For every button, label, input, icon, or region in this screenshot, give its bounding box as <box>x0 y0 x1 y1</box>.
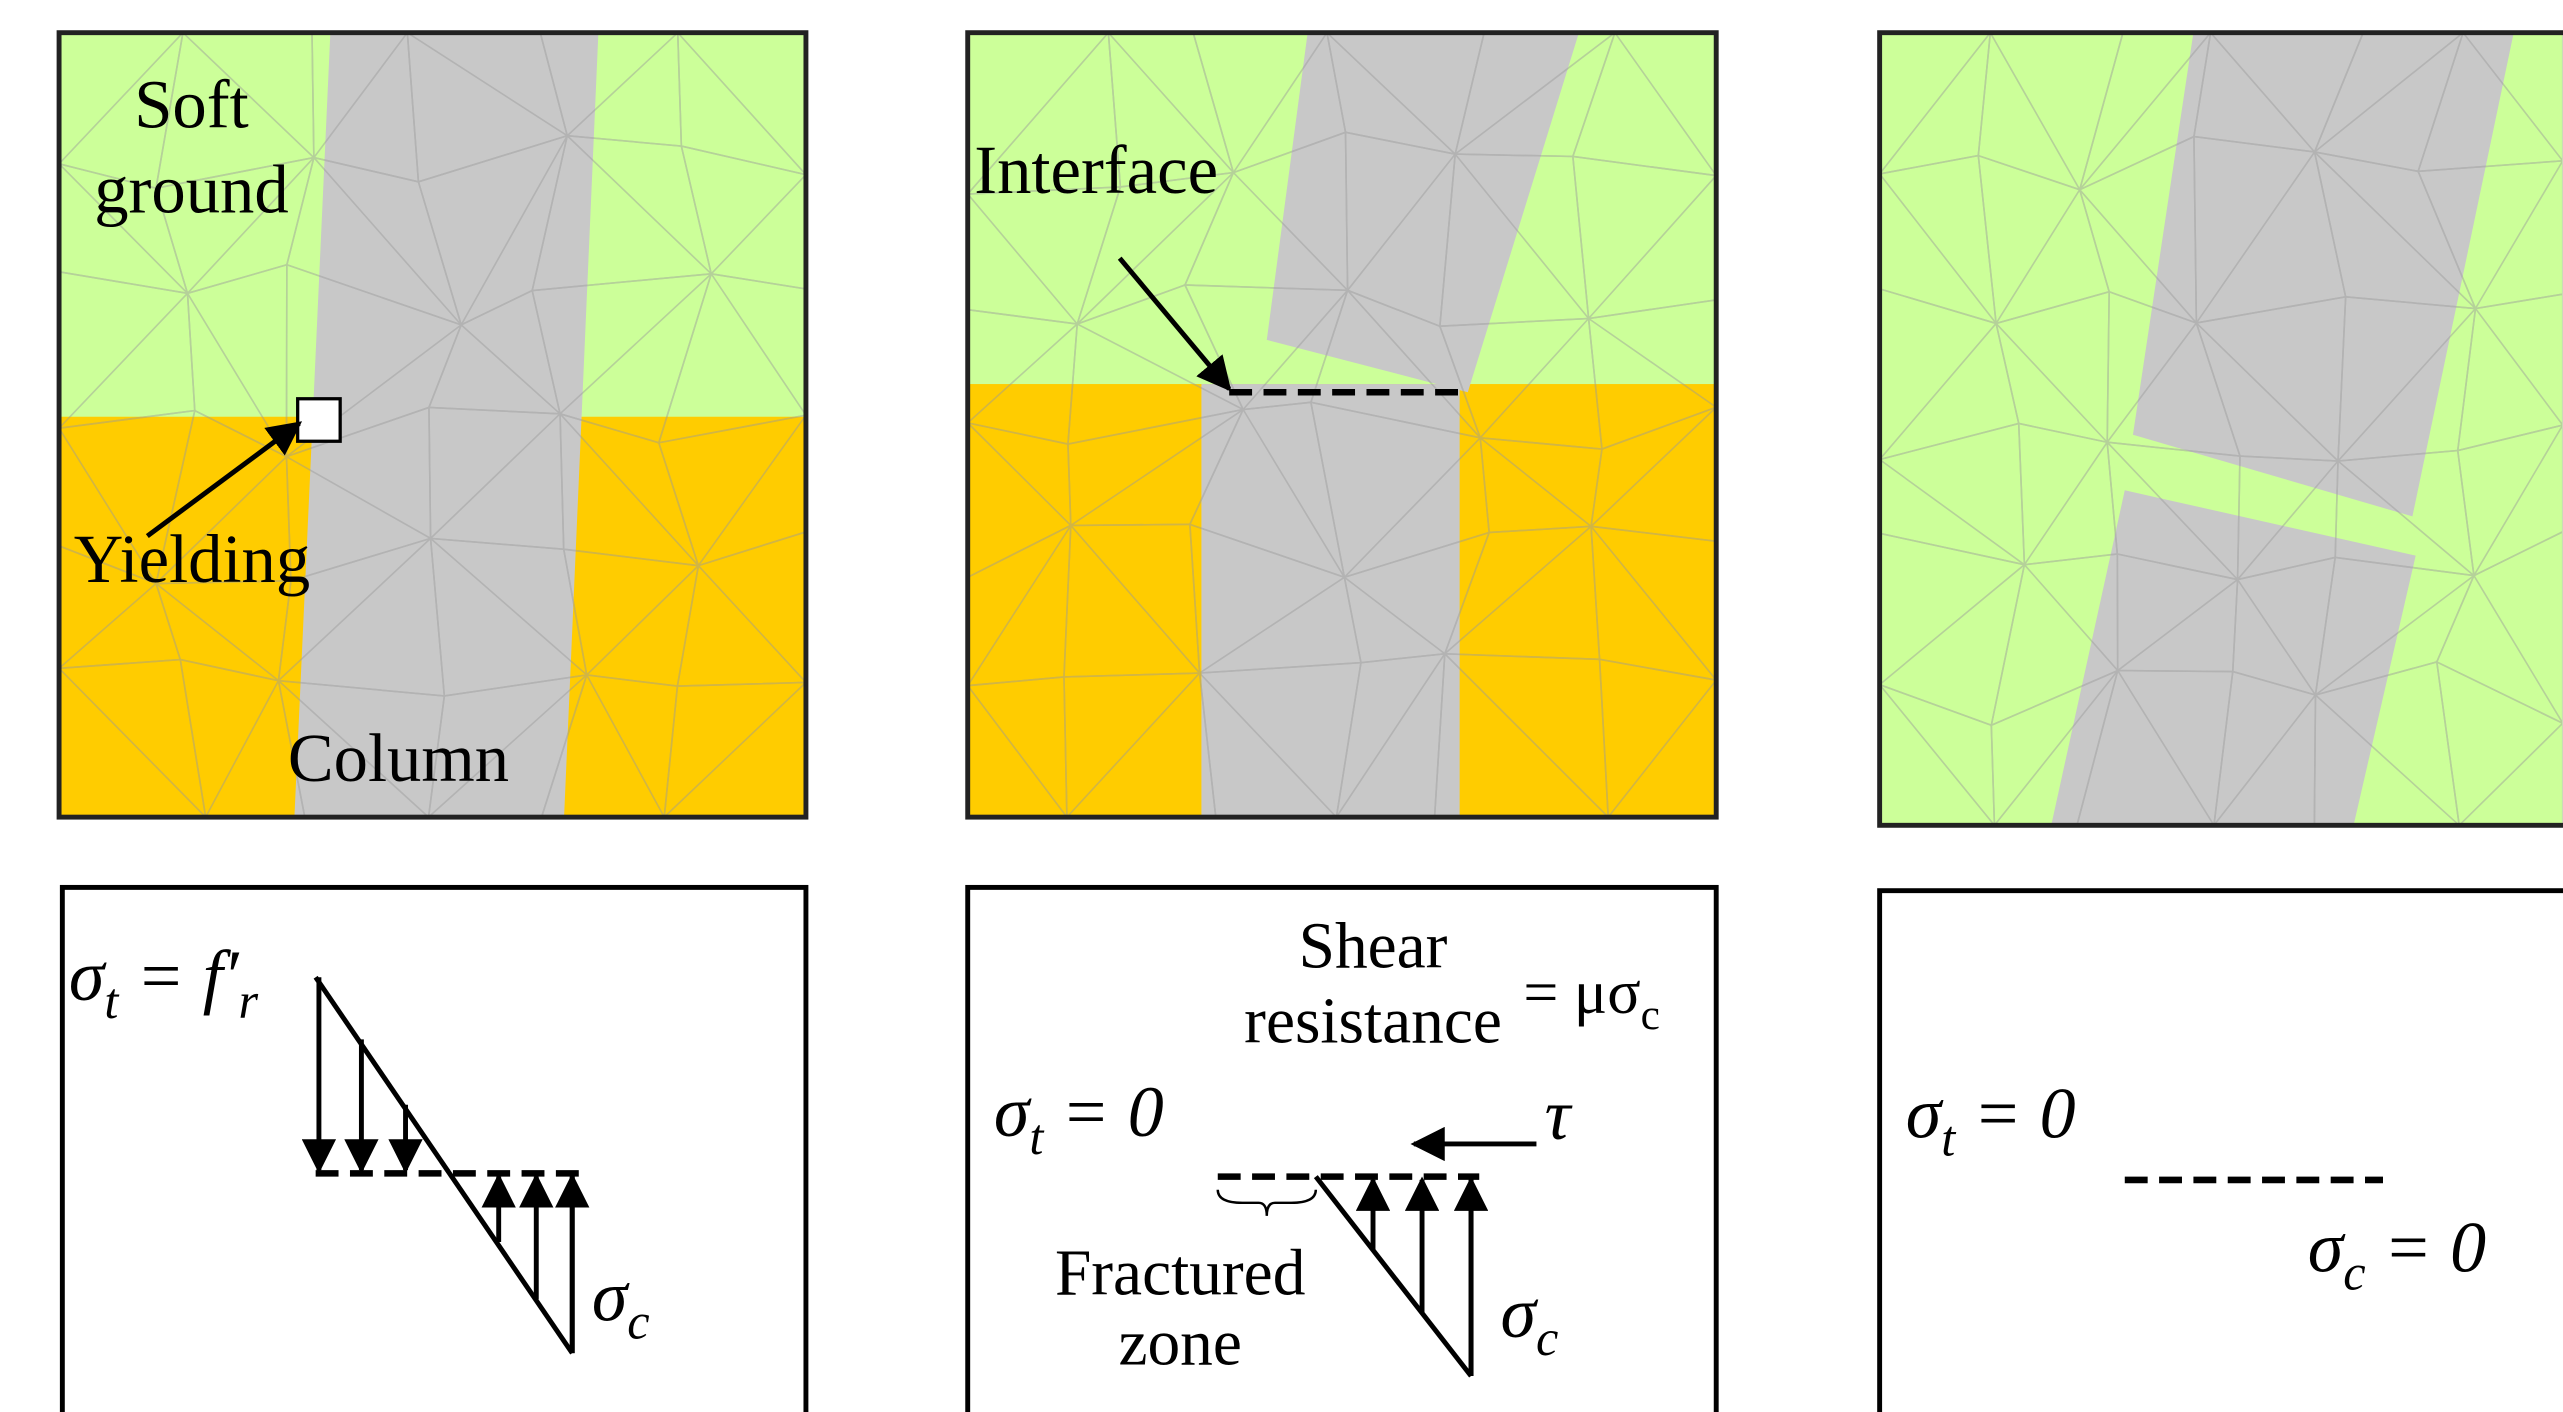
label: Interface <box>974 132 1218 208</box>
subscript: c <box>627 1293 649 1349</box>
label-part: σ <box>994 1072 1032 1152</box>
label-part: Fractured <box>1055 1237 1305 1309</box>
mesh-panel-3 <box>1880 33 2563 826</box>
mesh-panel-1 <box>59 33 806 817</box>
label-part: = 0 <box>1043 1072 1163 1152</box>
label-part: τ <box>1545 1075 1573 1155</box>
label: σc <box>1500 1273 1558 1366</box>
page: SoftgroundYieldingColumnInterfaceσt = f′… <box>0 0 2563 1412</box>
label: = μσc <box>1523 959 1660 1039</box>
subscript: c <box>1536 1310 1558 1366</box>
label-part: σ <box>592 1256 630 1336</box>
label-part: = 0 <box>1955 1073 2075 1153</box>
label: resistance <box>1244 986 1502 1058</box>
subscript: c <box>1641 991 1660 1039</box>
label-part: σ <box>2308 1207 2346 1287</box>
label-part: = 0 <box>2366 1207 2486 1287</box>
subscript: c <box>2343 1244 2365 1300</box>
label-part: σ <box>1906 1073 1944 1153</box>
label: Fractured <box>1055 1237 1305 1309</box>
label: σc = 0 <box>2308 1207 2486 1300</box>
subscript: t <box>1941 1110 1956 1166</box>
label: σc <box>592 1256 650 1349</box>
label-part: σ <box>1500 1273 1538 1353</box>
label: τ <box>1545 1075 1573 1155</box>
label: zone <box>1118 1308 1241 1380</box>
label: ground <box>94 151 288 227</box>
subscript: t <box>104 973 119 1029</box>
label: σt = 0 <box>994 1072 1164 1165</box>
yield-marker <box>298 399 340 441</box>
label: Yielding <box>74 521 310 597</box>
figure: SoftgroundYieldingColumnInterfaceσt = f′… <box>0 0 2563 1412</box>
label: σt = f′r <box>69 936 259 1029</box>
label-part: = f′ <box>118 936 239 1016</box>
label-part: = μσ <box>1523 959 1640 1027</box>
label: σt = 0 <box>1906 1073 2076 1166</box>
subscript: t <box>1029 1109 1044 1165</box>
stress-diagram-1 <box>316 977 581 1353</box>
label-part: Shear <box>1299 910 1448 982</box>
subscript: r <box>239 973 259 1029</box>
label-part: resistance <box>1244 986 1502 1058</box>
label: Shear <box>1299 910 1448 982</box>
label-part: zone <box>1118 1308 1241 1380</box>
label: Column <box>288 720 509 796</box>
label: Soft <box>134 66 248 142</box>
label-part: σ <box>69 936 107 1016</box>
